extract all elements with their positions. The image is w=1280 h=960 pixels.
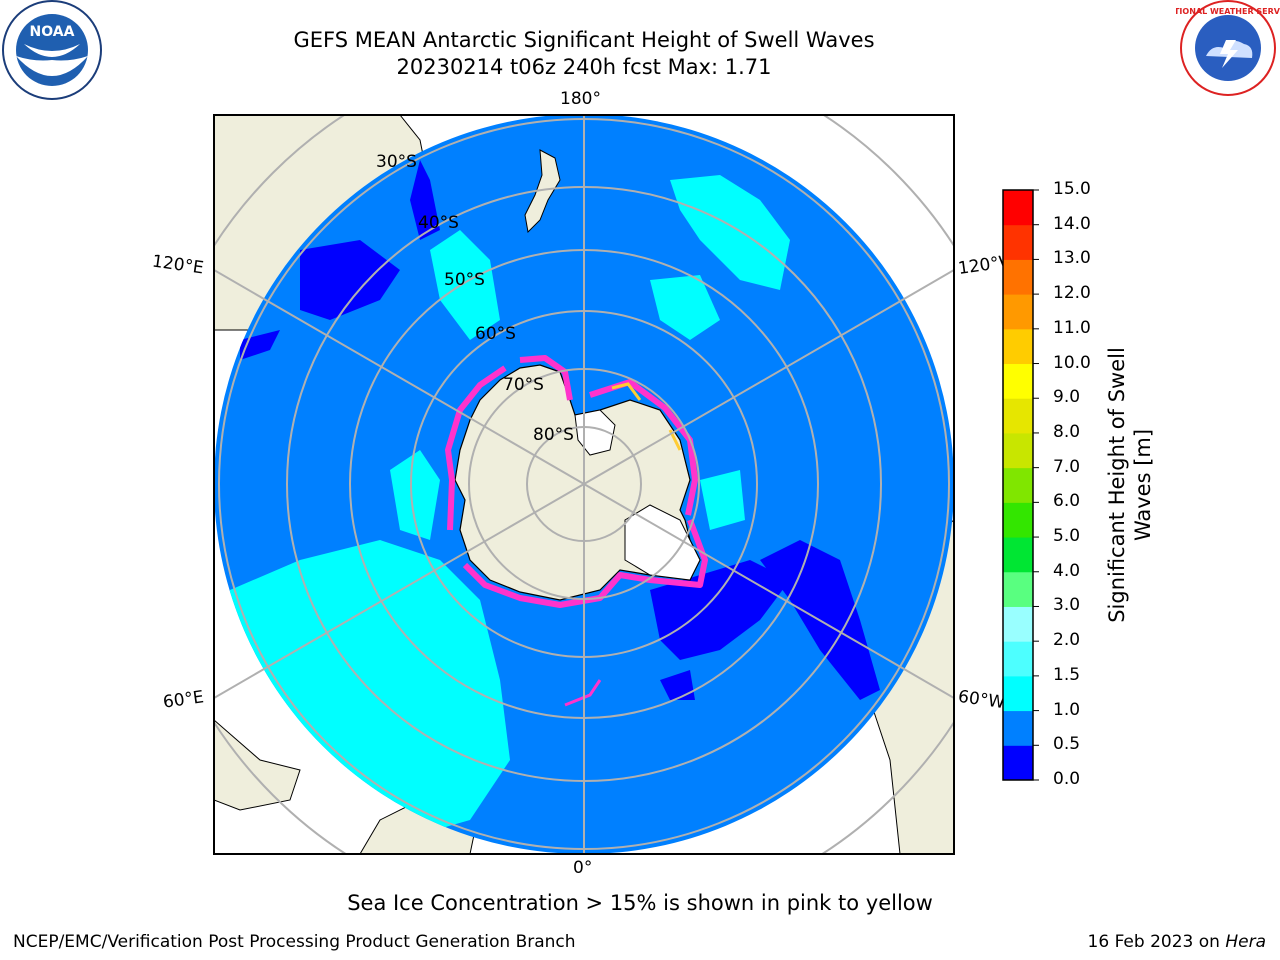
colorbar-segment <box>1003 502 1033 538</box>
colorbar-segment <box>1003 294 1033 330</box>
colorbar-segment <box>1003 467 1033 503</box>
colorbar-segment <box>1003 363 1033 399</box>
colorbar-tick-label: 4.0 <box>1053 560 1081 581</box>
colorbar-segment <box>1003 398 1033 434</box>
colorbar-segment <box>1003 571 1033 607</box>
colorbar-title-line-2: Waves [m] <box>1131 428 1155 542</box>
colorbar-tick-label: 2.0 <box>1053 630 1081 651</box>
sea-ice-edge <box>445 355 708 608</box>
colorbar-segment <box>1003 190 1033 226</box>
colorbar-tick-label: 3.0 <box>1053 595 1081 616</box>
colorbar-tick-label: 8.0 <box>1053 421 1081 442</box>
lat-label-40s: 40°S <box>418 213 459 233</box>
footer-host: Hera <box>1225 932 1266 952</box>
colorbar-segment <box>1003 675 1033 712</box>
noaa-logo: NOAA <box>2 0 102 100</box>
footer-date-text: 16 Feb 2023 on <box>1087 932 1226 952</box>
colorbar-tick-label: 7.0 <box>1053 456 1081 477</box>
colorbar-segment <box>1003 710 1033 746</box>
svg-text:NATIONAL WEATHER SERVICE: NATIONAL WEATHER SERVICE <box>1176 7 1280 16</box>
lat-label-60s: 60°S <box>475 324 516 344</box>
colorbar-segment <box>1003 641 1033 677</box>
lat-label-50s: 50°S <box>444 270 485 290</box>
footer-date: 16 Feb 2023 on Hera <box>1088 932 1266 952</box>
colorbar-tick-label: 1.0 <box>1053 699 1081 720</box>
colorbar-tick-label: 5.0 <box>1053 526 1081 547</box>
lat-label-70s: 70°S <box>503 375 544 395</box>
colorbar-border <box>1002 189 1034 781</box>
colorbar-tick-label: 0.5 <box>1053 734 1081 755</box>
colorbar-tick-label: 6.0 <box>1053 491 1081 512</box>
nws-logo: NATIONAL WEATHER SERVICE <box>1176 0 1280 96</box>
figure-title-line-1: GEFS MEAN Antarctic Significant Height o… <box>293 28 875 52</box>
lat-label-80s: 80°S <box>533 425 574 445</box>
map-frame <box>213 114 955 855</box>
svg-text:NOAA: NOAA <box>30 24 75 40</box>
lat-label-30s: 30°S <box>376 152 417 172</box>
colorbar-tick-label: 1.5 <box>1053 664 1081 685</box>
colorbar-tick-label: 10.0 <box>1053 352 1091 373</box>
lon-label-bottom: 0° <box>573 858 593 878</box>
lon-label-top: 180° <box>560 89 601 109</box>
colorbar-segment <box>1003 537 1033 573</box>
colorbar-segment <box>1003 745 1033 781</box>
sea-ice-note: Sea Ice Concentration > 15% is shown in … <box>347 891 933 915</box>
colorbar-segment <box>1003 259 1033 295</box>
colorbar-tick-label: 14.0 <box>1053 213 1091 234</box>
colorbar-segment <box>1003 432 1033 469</box>
colorbar-segment <box>1003 328 1033 365</box>
colorbar <box>1002 189 1039 781</box>
colorbar-tick-label: 11.0 <box>1053 317 1091 338</box>
colorbar-tick-label: 9.0 <box>1053 387 1081 408</box>
colorbar-tick-label: 15.0 <box>1053 179 1091 199</box>
colorbar-tick-label: 0.0 <box>1053 769 1081 789</box>
colorbar-tick-label: 13.0 <box>1053 248 1091 269</box>
figure-title-line-2: 20230214 t06z 240h fcst Max: 1.71 <box>396 55 772 79</box>
footer-credit: NCEP/EMC/Verification Post Processing Pr… <box>13 932 576 952</box>
colorbar-segment <box>1003 224 1033 260</box>
colorbar-title-line-1: Significant Height of Swell <box>1105 347 1129 623</box>
colorbar-segment <box>1003 606 1033 642</box>
colorbar-tick-label: 12.0 <box>1053 283 1091 304</box>
